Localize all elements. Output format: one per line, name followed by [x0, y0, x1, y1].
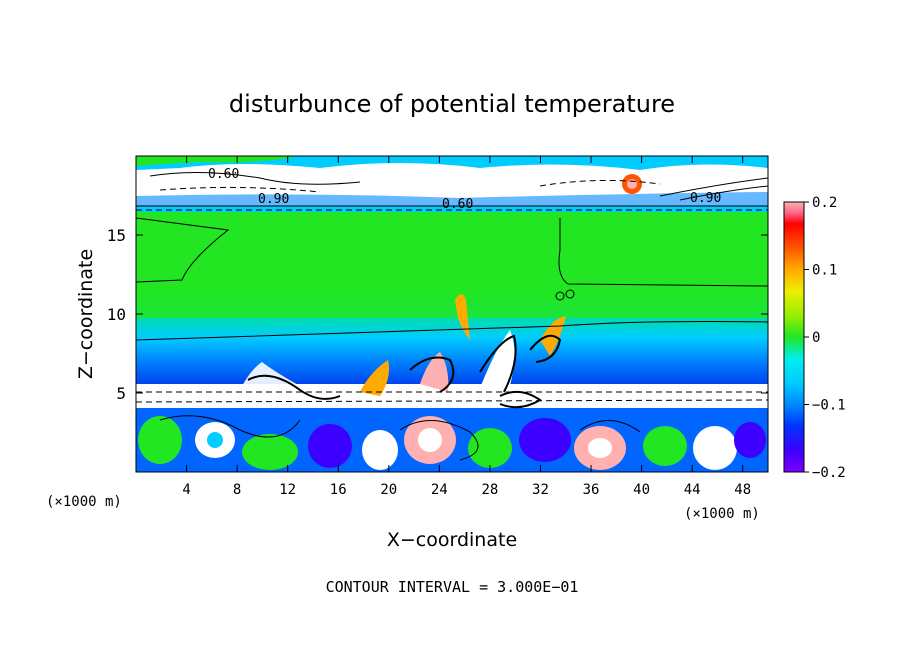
lower-blobs [138, 416, 766, 470]
contour-label: 0.90 [690, 191, 721, 206]
upper-green-band [136, 218, 768, 318]
colorbar-tick-label: −0.2 [812, 465, 846, 481]
y-tick-label: 15 [107, 226, 126, 245]
plot-area: 0.60 0.90 0.60 0.90 [136, 156, 768, 472]
x-tick-label: 40 [633, 482, 650, 498]
x-tick-label: 28 [481, 482, 498, 498]
x-tick-label: 16 [330, 482, 347, 498]
contour-interval-note: CONTOUR INTERVAL = 3.000E−01 [326, 578, 579, 596]
x-unit-left: (×1000 m) [46, 494, 122, 510]
x-tick-label: 48 [734, 482, 751, 498]
convective-plumes [240, 294, 566, 405]
contour-lines [136, 171, 768, 461]
colorbar-ramp [783, 201, 805, 473]
x-tick-label: 32 [532, 482, 549, 498]
y-axis: 5 10 15 [107, 226, 768, 403]
x-tick-label: 12 [279, 482, 296, 498]
colorbar-ticks: 0.2 0.1 0 −0.1 −0.2 [804, 195, 846, 481]
x-tick-label: 20 [380, 482, 397, 498]
x-axis-label: X−coordinate [387, 529, 517, 551]
x-tick-label: 44 [684, 482, 701, 498]
x-tick-label: 8 [233, 482, 241, 498]
colorbar-tick-label: 0 [812, 330, 820, 346]
contour-label: 0.90 [258, 192, 289, 207]
top-band-blue-lower [136, 192, 768, 208]
x-tick-label: 24 [431, 482, 448, 498]
contour-label: 0.60 [208, 167, 239, 182]
top-band-colors [136, 156, 768, 170]
tropopause-line [136, 206, 768, 212]
colorbar: 0.2 0.1 0 −0.1 −0.2 [783, 195, 846, 481]
x-axis: 4 8 12 16 20 24 28 32 36 40 44 48 [182, 156, 751, 498]
top-band-green [136, 156, 300, 166]
colorbar-tick-label: 0.1 [812, 263, 837, 279]
colorbar-tick-label: −0.1 [812, 398, 846, 414]
colorbar-tick-label: 0.2 [812, 195, 837, 211]
y-tick-label: 10 [107, 305, 126, 324]
x-tick-label: 4 [182, 482, 190, 498]
chart-title: disturbunce of potential temperature [229, 90, 675, 118]
boundary-band [136, 384, 768, 408]
x-unit-right: (×1000 m) [684, 506, 760, 522]
y-axis-label: Z−coordinate [75, 249, 97, 379]
y-tick-label: 5 [116, 384, 126, 403]
x-tick-label: 36 [583, 482, 600, 498]
contour-label-group: 0.60 0.90 0.60 0.90 [208, 167, 721, 212]
contour-label: 0.60 [442, 197, 473, 212]
warm-spot-core [627, 179, 637, 189]
